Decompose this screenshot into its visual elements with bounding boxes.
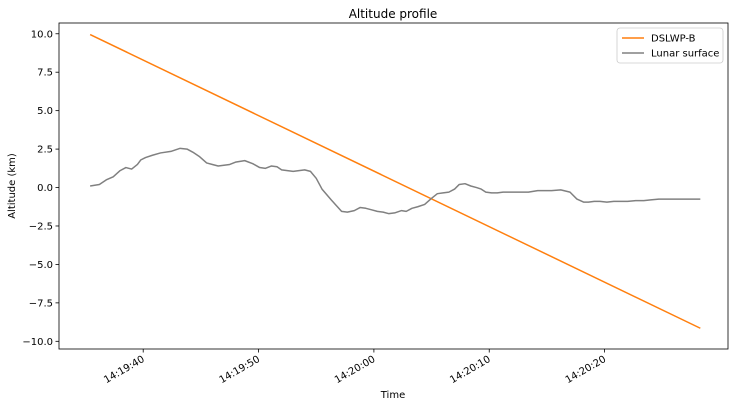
y-axis-label: Altitude (km) (7, 153, 18, 219)
chart-title: Altitude profile (349, 7, 438, 21)
plot-frame (58, 22, 729, 350)
y-tick-label: −2.5 (29, 221, 53, 232)
x-tick-label: 14:20:20 (564, 354, 608, 386)
x-tick-label: 14:20:00 (333, 354, 377, 386)
legend-label: DSLWP-B (651, 34, 696, 45)
y-tick-label: 5.0 (37, 106, 53, 117)
y-tick-label: 2.5 (37, 145, 53, 156)
plot-area (89, 33, 701, 329)
legend-box (616, 27, 724, 64)
series-line-lunar-surface (90, 147, 701, 215)
x-tick-label: 14:19:40 (102, 354, 146, 386)
y-tick-label: 7.5 (37, 68, 53, 79)
y-tick-label: −10.0 (22, 337, 53, 348)
x-axis-label: Time (380, 390, 405, 401)
y-tick-label: −7.5 (29, 298, 53, 309)
legend-label: Lunar surface (651, 49, 719, 60)
y-axis-ticks: 10.0 7.5 5.0 2.5 0.0 −2.5 −5.0 −7.5 −10.0 (22, 29, 59, 348)
y-tick-label: 0.0 (37, 183, 53, 194)
y-tick-label: −5.0 (29, 260, 53, 271)
x-tick-label: 14:20:10 (448, 354, 492, 386)
x-axis-ticks: 14:19:40 14:19:50 14:20:00 14:20:10 14:20:20 (102, 349, 608, 386)
x-tick-label: 14:19:50 (218, 354, 262, 386)
series-line-dslwp-b (89, 33, 701, 329)
y-tick-label: 10.0 (31, 29, 53, 40)
legend: DSLWP-B Lunar surface (616, 27, 724, 64)
